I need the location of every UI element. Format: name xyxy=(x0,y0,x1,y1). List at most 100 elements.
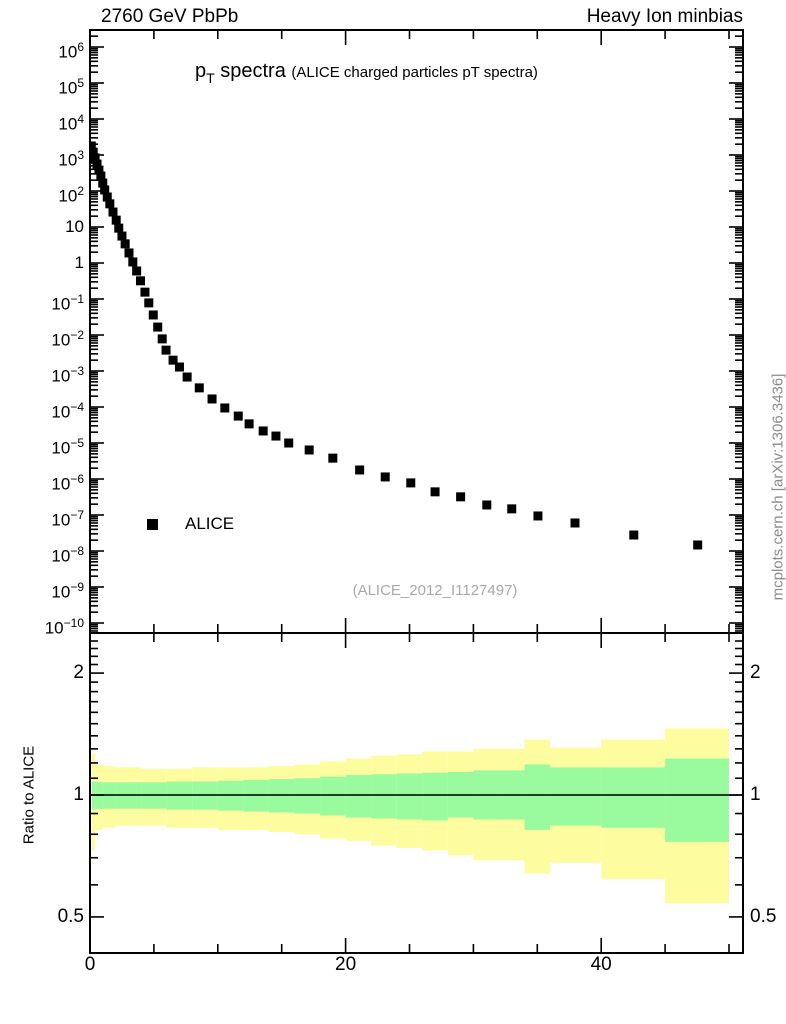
y-axis-tick-exponent: −1 xyxy=(70,292,84,306)
data-point-square xyxy=(91,141,96,151)
data-point-square xyxy=(174,362,184,372)
ratio-band-inner-bin xyxy=(665,758,729,842)
y-axis-tick-exponent: 5 xyxy=(77,76,84,90)
y-axis-tick-exponent: −5 xyxy=(70,436,84,450)
y-axis-tick-label: 10−6 xyxy=(51,472,84,494)
data-point-square xyxy=(570,518,580,528)
plot-title-text: spectra xyxy=(214,60,286,82)
y-axis-tick-label: 105 xyxy=(58,76,84,98)
data-point-square xyxy=(98,178,108,188)
ratio-band-inner-bin xyxy=(550,767,602,826)
data-point-square xyxy=(284,438,294,448)
data-point-square xyxy=(157,334,167,344)
data-point-square xyxy=(304,445,314,455)
y-axis-tick-exponent: 2 xyxy=(77,184,84,198)
ratio-band-inner-bin xyxy=(422,772,448,821)
analysis-reference-label: (ALICE_2012_I1127497) xyxy=(352,582,518,599)
data-point-square xyxy=(629,530,639,540)
y-axis-tick-label: 104 xyxy=(58,112,84,134)
ratio-tick-label-right: 1 xyxy=(750,784,761,805)
data-point-square xyxy=(406,478,416,488)
data-point-square xyxy=(430,487,440,497)
data-point-square xyxy=(168,355,178,365)
y-axis-tick-label: 1 xyxy=(74,253,84,272)
data-point-square xyxy=(140,287,150,297)
plot-title-annotation: (ALICE charged particles pT spectra) xyxy=(291,64,538,81)
spectrum-points xyxy=(91,141,703,550)
y-axis-tick-label: 10 xyxy=(65,217,84,236)
data-point-square xyxy=(117,231,127,241)
y-axis-tick-label: 103 xyxy=(58,148,84,170)
data-point-square xyxy=(533,511,543,521)
y-axis-tick-label: 10−4 xyxy=(51,400,84,422)
data-point-square xyxy=(124,248,134,258)
data-point-square xyxy=(456,492,466,502)
y-axis-tick-exponent: −4 xyxy=(70,400,84,414)
ratio-panel-frame xyxy=(89,632,744,954)
data-point-square xyxy=(128,257,138,267)
ratio-tick-label-left: 1 xyxy=(73,784,84,805)
ratio-band-inner-bin xyxy=(396,773,423,820)
data-point-square xyxy=(355,465,365,475)
ratio-band-inner-bin xyxy=(601,767,666,828)
ratio-band-inner-bin xyxy=(294,778,321,814)
data-point-square xyxy=(507,504,517,514)
ratio-band-inner-bin xyxy=(524,764,551,830)
ratio-band-inner-bin xyxy=(320,776,346,816)
data-point-square xyxy=(105,199,115,209)
y-axis-tick-label: 10−7 xyxy=(51,508,84,530)
ratio-band-inner-bin xyxy=(371,774,397,819)
y-axis-tick-label: 10−3 xyxy=(51,364,84,386)
y-axis-tick-exponent: −6 xyxy=(70,472,84,486)
ratio-band-inner-bin xyxy=(268,779,295,813)
data-point-square xyxy=(153,322,163,332)
y-axis-tick-exponent: 3 xyxy=(77,148,84,162)
data-point-square xyxy=(233,411,243,421)
data-point-square xyxy=(102,192,112,202)
main-panel-frame xyxy=(89,29,744,634)
process-label: Heavy Ion minbias xyxy=(586,6,743,27)
ratio-tick-label-right: 0.5 xyxy=(750,905,777,927)
y-axis-tick-exponent: −9 xyxy=(70,580,84,594)
data-point-square xyxy=(271,431,281,441)
data-point-square xyxy=(148,310,158,320)
watermark-label: mcplots.cern.ch [arXiv:1306.3436] xyxy=(769,373,786,601)
y-axis-tick-exponent: −2 xyxy=(70,328,84,342)
y-axis-tick-exponent: −10 xyxy=(63,616,84,630)
data-point-square xyxy=(220,403,230,413)
axis-ticks xyxy=(91,31,742,952)
data-point-square xyxy=(100,185,110,195)
plot-title: pT spectra (ALICE charged particles pT s… xyxy=(195,60,538,86)
data-point-square xyxy=(380,472,390,482)
ratio-tick-label-left: 0.5 xyxy=(57,905,84,927)
ratio-band-inner-bin xyxy=(345,775,372,818)
data-point-square xyxy=(482,500,492,510)
data-point-square xyxy=(94,165,104,175)
data-point-square xyxy=(328,453,338,463)
data-point-square xyxy=(120,239,130,249)
y-axis-tick-label: 106 xyxy=(58,40,84,62)
y-axis-tick-exponent: −3 xyxy=(70,364,84,378)
data-point-square xyxy=(108,207,118,217)
y-axis-tick-label: 10−2 xyxy=(51,328,84,350)
ratio-uncertainty-bands xyxy=(91,728,729,904)
ratio-tick-label-right: 2 xyxy=(750,662,761,684)
plot-title-subscript: T xyxy=(206,70,215,86)
legend-entry-label: ALICE xyxy=(185,514,235,533)
y-axis-tick-label: 10−10 xyxy=(44,616,84,638)
data-point-square xyxy=(114,223,124,233)
plot-title-symbol: p xyxy=(195,60,207,82)
data-point-square xyxy=(161,345,171,355)
data-point-square xyxy=(111,215,121,225)
data-point-square xyxy=(144,298,154,308)
y-axis-tick-exponent: −7 xyxy=(70,508,84,522)
y-axis-tick-label: 10−1 xyxy=(51,292,84,314)
data-point-square xyxy=(258,426,268,436)
beam-label: 2760 GeV PbPb xyxy=(101,6,239,27)
data-point-square xyxy=(132,266,142,276)
data-point-square xyxy=(244,419,254,429)
x-axis-tick-label: 40 xyxy=(590,954,612,975)
data-point-square xyxy=(91,147,98,157)
y-axis-tick-label: 10−9 xyxy=(51,580,84,602)
